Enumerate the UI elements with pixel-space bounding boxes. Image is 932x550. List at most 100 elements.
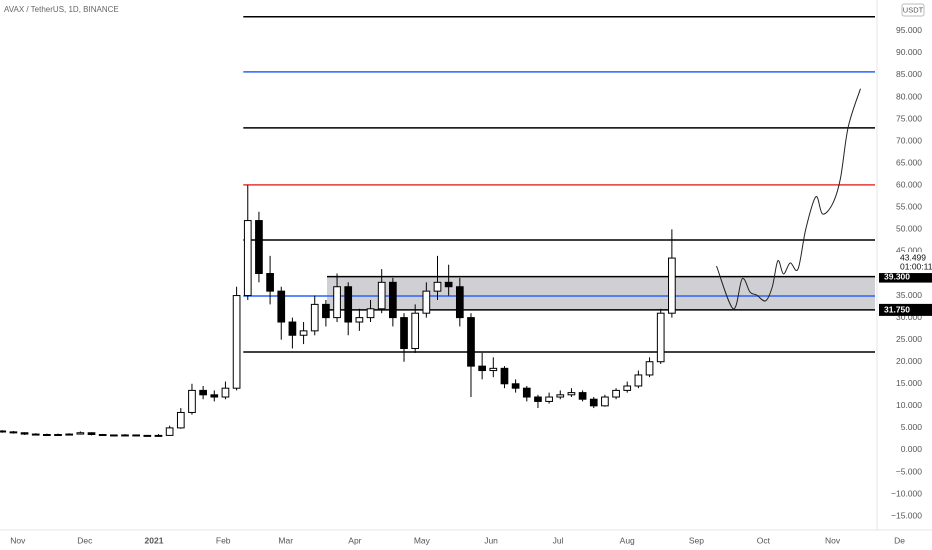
candle-body (43, 434, 51, 437)
candle-body (500, 367, 509, 385)
candle-body (601, 396, 609, 407)
x-tick-label: Apr (348, 535, 361, 545)
candle-body (0, 430, 7, 433)
candle-body (288, 321, 297, 336)
y-tick-label: 95.000 (896, 25, 922, 35)
candle-body (210, 394, 219, 398)
price-tag (879, 303, 932, 316)
candle-body (87, 432, 96, 436)
y-tick-label: 25.000 (896, 334, 922, 344)
y-tick-label: −15.000 (891, 510, 922, 520)
candle-body (634, 374, 643, 387)
candle-body (121, 434, 129, 437)
y-tick-label: 30.000 (896, 312, 922, 322)
x-tick-label: Dec (77, 535, 93, 545)
x-tick-label: Feb (216, 535, 231, 545)
y-tick-label: 35.000 (896, 290, 922, 300)
candle-body (522, 387, 531, 398)
candle-body (243, 220, 252, 297)
candle-body (154, 434, 163, 437)
candle-body (389, 281, 397, 319)
candle-body (656, 312, 665, 363)
candle-body (444, 281, 453, 288)
candle-body (98, 434, 107, 437)
candle-body (65, 433, 74, 436)
candle-body (54, 434, 62, 437)
price-tag-label: 31.750 (884, 305, 910, 315)
candle-body (277, 290, 286, 323)
candle-body (545, 396, 553, 402)
x-tick-label: Aug (620, 535, 635, 545)
y-tick-label: 10.000 (896, 400, 922, 410)
projection-path (716, 88, 861, 310)
price-tag (879, 270, 932, 283)
y-tick-label: 0.000 (901, 444, 923, 454)
candle-body (366, 308, 375, 319)
candle-body (489, 367, 498, 372)
candle-body (232, 295, 241, 389)
y-tick-label: 5.000 (901, 422, 923, 432)
chart-title: AVAX / TetherUS, 1D, BINANCE (4, 5, 119, 14)
y-tick-label: 65.000 (896, 157, 922, 167)
x-tick-label: Nov (825, 535, 841, 545)
candle-body (255, 220, 263, 274)
y-tick-label: 70.000 (896, 135, 922, 145)
candle-body (411, 312, 420, 349)
last-price-label: 43.499 (900, 252, 926, 262)
y-tick-label: −5.000 (896, 466, 923, 476)
y-tick-label: 80.000 (896, 91, 922, 101)
candle-body (9, 431, 18, 434)
candle-body (143, 434, 152, 437)
candle-body (377, 281, 386, 310)
candle-body (589, 398, 598, 407)
candle-body (578, 392, 587, 400)
candle-body (455, 286, 464, 319)
currency-label[interactable]: USDT (903, 5, 924, 14)
candle-body (310, 303, 319, 332)
candle-body (567, 392, 576, 396)
candle-body (188, 389, 196, 413)
candle-body (556, 394, 565, 398)
candle-body (132, 434, 141, 437)
x-tick-label: Jun (484, 535, 498, 545)
price-tag-label: 39.300 (884, 271, 910, 281)
candle-body (433, 281, 442, 292)
y-tick-label: 60.000 (896, 180, 922, 190)
y-tick-label: 55.000 (896, 202, 922, 212)
candle-body (534, 396, 542, 402)
candle-body (355, 317, 364, 323)
y-tick-label: 15.000 (896, 378, 922, 388)
candle-body (20, 432, 29, 435)
candle-body (176, 411, 185, 429)
candle-body (165, 427, 174, 436)
candle-body (612, 389, 620, 398)
candle-body (109, 434, 118, 437)
candle-body (76, 432, 85, 435)
candle-body (478, 365, 486, 372)
y-tick-label: 45.000 (896, 246, 922, 256)
x-tick-label: Jul (553, 535, 564, 545)
candle-body (199, 389, 207, 396)
y-tick-label: 90.000 (896, 47, 922, 57)
candle-body (400, 317, 408, 349)
candle-body (344, 286, 353, 323)
x-tick-label: De (894, 535, 905, 545)
y-tick-label: 20.000 (896, 356, 922, 366)
x-tick-label: Sep (689, 535, 704, 545)
candle-body (299, 330, 308, 336)
currency-box[interactable] (901, 3, 925, 17)
candle-body (333, 286, 341, 319)
candle-body (623, 385, 632, 391)
y-tick-label: 85.000 (896, 69, 922, 79)
x-tick-label: Mar (278, 535, 293, 545)
candle-body (221, 387, 230, 398)
x-tick-label: Nov (10, 535, 26, 545)
last-price-tag (879, 252, 932, 274)
candle-body (422, 290, 431, 314)
x-tick-label: Oct (757, 535, 771, 545)
x-tick-label: May (414, 535, 431, 545)
zone-box (327, 276, 876, 310)
